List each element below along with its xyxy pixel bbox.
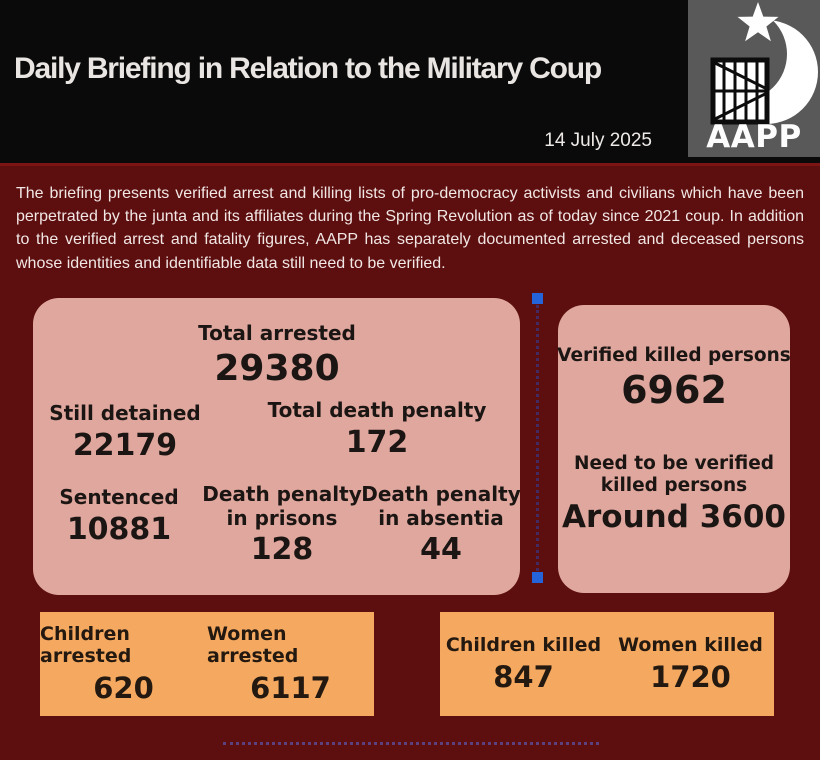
stat-label: Death penalty in absentia <box>361 482 521 530</box>
logo-text: AAPP <box>706 119 802 155</box>
stat-label: Death penalty in prisons <box>202 482 362 530</box>
killed-stats-panel: Verified killed persons 6962 Need to be … <box>557 305 791 593</box>
divider-handle-top <box>532 293 543 304</box>
stat-value: 29380 <box>214 347 340 389</box>
stat-label: Total arrested <box>198 321 356 345</box>
stat-label: Children arrested <box>40 623 132 667</box>
stat-death-penalty-absentia: Death penalty in absentia 44 <box>361 482 521 568</box>
stat-death-penalty-prisons: Death penalty in prisons 128 <box>202 482 362 568</box>
logo-artwork <box>693 2 818 125</box>
aapp-logo: AAPP <box>688 0 820 157</box>
label-line-1: Need to be verified <box>573 453 775 474</box>
page-title: Daily Briefing in Relation to the Milita… <box>14 52 602 85</box>
stat-value: 6962 <box>621 367 727 412</box>
stat-label: Still detained <box>49 401 201 425</box>
header-divider <box>0 163 820 166</box>
header: Daily Briefing in Relation to the Milita… <box>0 0 820 166</box>
stat-value: 128 <box>250 532 314 568</box>
stat-children-killed: Children killed 847 <box>440 612 607 716</box>
stat-need-verified-killed: Need to be verified killed persons Aroun… <box>562 453 786 534</box>
vertical-divider <box>532 293 543 583</box>
divider-handle-bottom <box>532 572 543 583</box>
bottom-dotted-line <box>223 742 599 745</box>
label-line-2: in absentia <box>378 505 504 530</box>
stat-label: Total death penalty <box>267 398 487 422</box>
label-line-2: killed persons <box>600 474 748 496</box>
stat-label: Need to be verified killed persons <box>562 453 786 497</box>
stat-value: 22179 <box>72 427 178 463</box>
prison-gate-icon <box>710 57 770 125</box>
stat-value: 847 <box>493 660 554 694</box>
stat-label: Sentenced <box>59 485 179 509</box>
stat-verified-killed: Verified killed persons 6962 <box>557 345 791 412</box>
stat-women-arrested: Women arrested 6117 <box>207 612 374 716</box>
stat-value: 172 <box>345 424 409 460</box>
stat-sentenced: Sentenced 10881 <box>59 485 179 547</box>
stat-total-arrested: Total arrested 29380 <box>198 321 356 389</box>
stat-women-killed: Women killed 1720 <box>607 612 774 716</box>
divider-dotted-line <box>536 305 539 571</box>
stat-label: Women arrested <box>207 623 299 667</box>
stat-still-detained: Still detained 22179 <box>49 401 201 463</box>
stat-label: Women killed <box>618 634 763 656</box>
stat-value: Around 3600 <box>562 498 786 535</box>
intro-paragraph: The briefing presents verified arrest an… <box>16 185 804 272</box>
label-line-1: Death penalty <box>361 482 521 506</box>
stat-label: Verified killed persons <box>557 345 791 366</box>
killed-demographics-box: Children killed 847 Women killed 1720 <box>440 612 774 716</box>
label-line-1: Death penalty <box>202 482 362 506</box>
star-icon <box>737 2 779 42</box>
stat-value: 6117 <box>250 671 331 705</box>
label-line-2: in prisons <box>226 505 338 530</box>
stat-value: 620 <box>93 671 154 705</box>
arrested-demographics-box: Children arrested 620 Women arrested 611… <box>40 612 374 716</box>
stat-children-arrested: Children arrested 620 <box>40 612 207 716</box>
stat-total-death-penalty: Total death penalty 172 <box>267 398 487 460</box>
stat-label: Children killed <box>445 634 602 656</box>
stat-value: 1720 <box>650 660 731 694</box>
arrest-stats-panel: Total arrested 29380 Still detained 2217… <box>33 298 521 595</box>
stat-value: 44 <box>420 532 462 568</box>
stat-value: 10881 <box>66 511 172 547</box>
briefing-date: 14 July 2025 <box>544 130 652 151</box>
